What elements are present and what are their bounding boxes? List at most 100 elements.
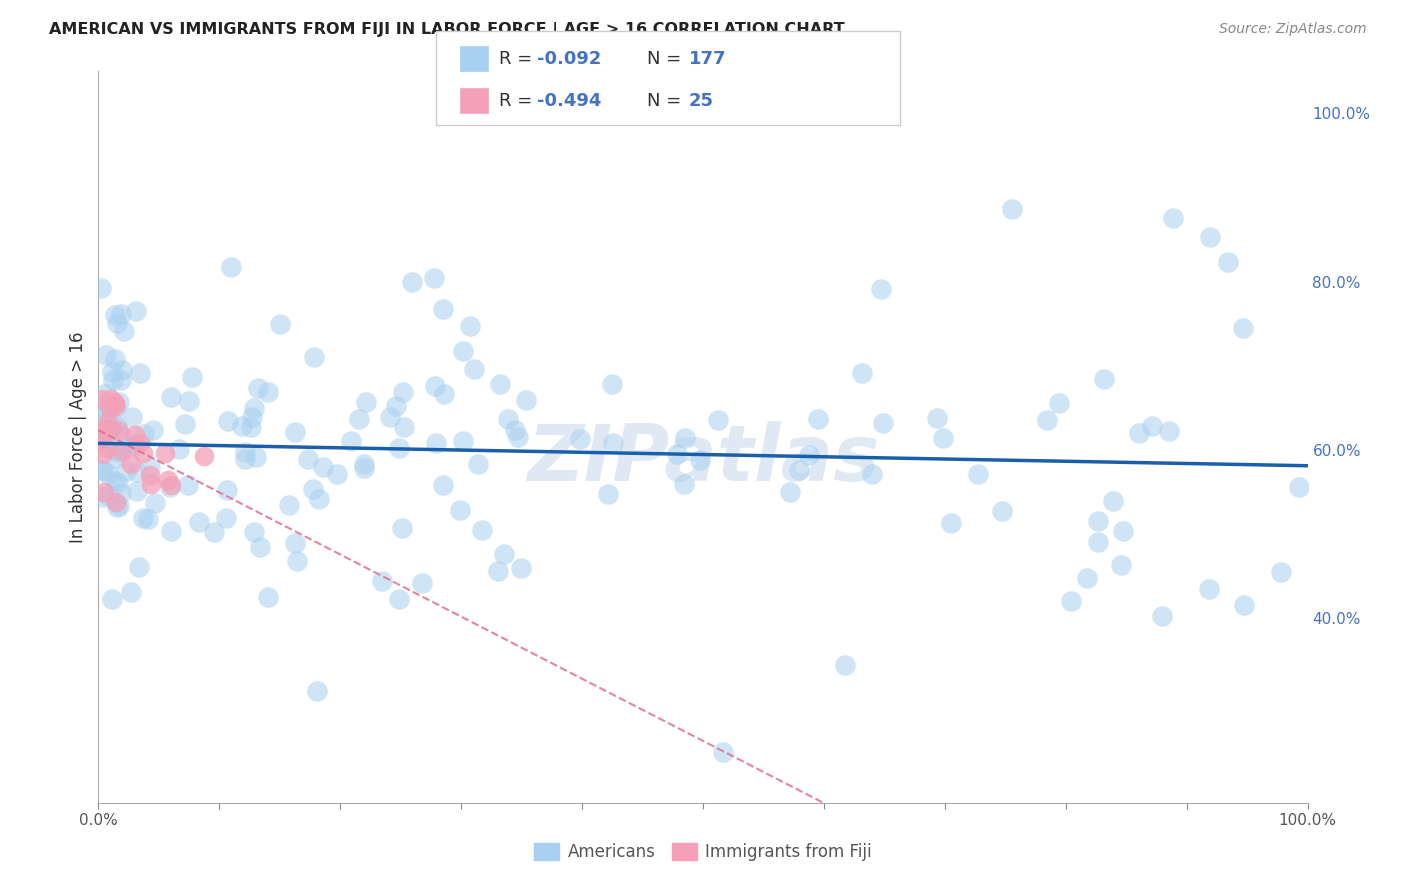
Point xyxy=(93,422,115,436)
Point xyxy=(285,554,308,568)
Point xyxy=(378,410,401,425)
Point xyxy=(1112,524,1135,539)
Point xyxy=(97,423,120,437)
Point xyxy=(219,260,242,274)
Point xyxy=(124,439,146,453)
Point xyxy=(243,401,266,415)
Point xyxy=(932,431,955,445)
Point xyxy=(307,683,329,698)
Point xyxy=(1140,419,1163,434)
Point xyxy=(121,410,143,425)
Point xyxy=(467,457,489,471)
Point xyxy=(1157,425,1180,439)
Point xyxy=(1163,211,1185,225)
Point xyxy=(91,431,114,445)
Point xyxy=(160,524,183,539)
Point xyxy=(1059,593,1081,607)
Point xyxy=(177,394,200,409)
Point xyxy=(486,564,509,578)
Point xyxy=(125,465,148,479)
Point xyxy=(90,424,112,438)
Point xyxy=(94,348,117,362)
Point xyxy=(110,307,132,321)
Point xyxy=(1198,582,1220,597)
Point xyxy=(966,467,988,482)
Point xyxy=(1128,426,1150,441)
Point xyxy=(371,574,394,588)
Point xyxy=(297,452,319,467)
Point xyxy=(97,488,120,502)
Text: R =: R = xyxy=(499,92,538,110)
Point xyxy=(353,457,375,471)
Point xyxy=(925,410,948,425)
Point xyxy=(180,370,202,384)
Point xyxy=(101,412,124,426)
Point xyxy=(101,423,124,437)
Point xyxy=(104,401,127,415)
Point xyxy=(451,343,474,358)
Point xyxy=(860,467,883,482)
Point xyxy=(471,523,494,537)
Point xyxy=(401,275,423,289)
Point xyxy=(93,484,115,499)
Point xyxy=(596,487,619,501)
Point xyxy=(392,384,415,399)
Point xyxy=(711,745,734,759)
Point xyxy=(302,482,325,496)
Point xyxy=(451,434,474,448)
Point xyxy=(107,420,129,434)
Point xyxy=(239,420,262,434)
Point xyxy=(176,478,198,492)
Point xyxy=(689,453,711,467)
Point xyxy=(1076,571,1098,585)
Text: Source: ZipAtlas.com: Source: ZipAtlas.com xyxy=(1219,22,1367,37)
Point xyxy=(494,547,516,561)
Point xyxy=(1199,230,1222,244)
Point xyxy=(131,511,153,525)
Text: AMERICAN VS IMMIGRANTS FROM FIJI IN LABOR FORCE | AGE > 16 CORRELATION CHART: AMERICAN VS IMMIGRANTS FROM FIJI IN LABO… xyxy=(49,22,845,38)
Point xyxy=(90,434,112,448)
Point xyxy=(1047,395,1070,409)
Point xyxy=(111,443,134,458)
Point xyxy=(941,516,963,530)
Point xyxy=(111,429,134,443)
Point xyxy=(98,421,121,435)
Point xyxy=(665,447,688,461)
Point xyxy=(354,394,377,409)
Text: N =: N = xyxy=(647,92,686,110)
Text: 177: 177 xyxy=(689,50,727,68)
Point xyxy=(503,423,526,437)
Point xyxy=(245,450,267,465)
Point xyxy=(98,434,121,449)
Point xyxy=(463,362,485,376)
Point xyxy=(111,363,134,377)
Point xyxy=(449,503,471,517)
Point xyxy=(387,591,409,606)
Point xyxy=(103,475,125,489)
Point xyxy=(423,271,446,285)
Point xyxy=(90,398,112,412)
Point xyxy=(246,381,269,395)
Point xyxy=(101,373,124,387)
Point xyxy=(91,392,114,407)
Point xyxy=(132,446,155,460)
Point xyxy=(1233,598,1256,612)
Point xyxy=(284,425,307,439)
Point xyxy=(139,459,162,474)
Point xyxy=(100,392,122,407)
Point xyxy=(90,409,112,423)
Point xyxy=(256,385,278,400)
Point xyxy=(302,350,325,364)
Point xyxy=(107,476,129,491)
Legend: Americans, Immigrants from Fiji: Americans, Immigrants from Fiji xyxy=(527,836,879,868)
Point xyxy=(104,451,127,466)
Point xyxy=(1232,320,1254,334)
Point xyxy=(433,387,456,401)
Point xyxy=(105,500,128,514)
Point xyxy=(104,308,127,322)
Point xyxy=(101,591,124,606)
Point xyxy=(269,318,291,332)
Point xyxy=(991,504,1014,518)
Point xyxy=(105,316,128,330)
Point xyxy=(779,485,801,500)
